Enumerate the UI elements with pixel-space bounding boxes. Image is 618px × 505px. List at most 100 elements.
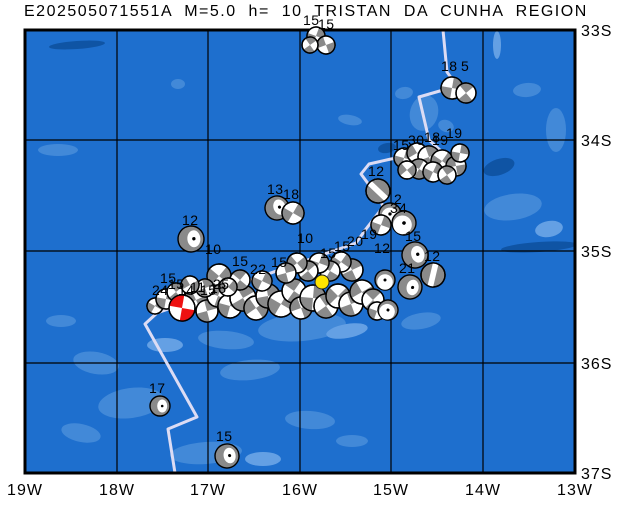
lon-axis-label: 14W (465, 482, 501, 499)
focal-mechanism-beachball (281, 201, 305, 225)
bathymetry-patch (61, 423, 101, 443)
focal-mechanism-beachball (377, 299, 399, 321)
focal-mechanism-beachball (301, 36, 319, 54)
lon-axis-label: 18W (99, 482, 135, 499)
bathymetry-patch (401, 312, 441, 330)
focal-mechanism-beachball (275, 262, 297, 284)
depth-label: 5 (461, 58, 469, 74)
bathymetry-patch (535, 220, 563, 238)
depth-label: 15 (216, 428, 233, 444)
focal-mechanism-beachball (365, 178, 391, 204)
depth-label: 10 (297, 230, 314, 246)
depth-label: 12 (424, 248, 441, 264)
lat-axis-label: 37S (581, 466, 612, 483)
focal-mechanism-beachball (374, 269, 396, 291)
lat-axis-label: 33S (581, 23, 612, 40)
depth-label: 30 (408, 132, 425, 148)
lon-axis-label: 15W (373, 482, 409, 499)
lat-axis-label: 35S (581, 244, 612, 261)
bathymetry-patch (483, 157, 515, 177)
depth-label: 12 (368, 163, 385, 179)
focal-mechanism-beachball (149, 395, 171, 417)
focal-mechanism-beachball (401, 241, 429, 269)
depth-label: 19 (432, 132, 449, 148)
bathymetry-patch (198, 330, 254, 350)
depth-label: 12 (182, 212, 199, 228)
depth-label: 3 (390, 200, 398, 216)
focal-mechanism-beachball (214, 443, 240, 469)
depth-label: 15 (232, 253, 249, 269)
depth-label: 12 (374, 240, 391, 256)
depth-label: 18 (441, 58, 458, 74)
lon-axis-label: 16W (282, 482, 318, 499)
bathymetry-patch (38, 144, 78, 156)
depth-label: 20 (347, 233, 364, 249)
epicenter-marker (314, 274, 330, 290)
depth-label: 25 (213, 276, 230, 292)
depth-label: 14 (178, 282, 195, 298)
focal-mechanism-beachball (437, 165, 457, 185)
bathymetry-patch (326, 323, 368, 339)
lat-axis-label: 34S (581, 133, 612, 150)
depth-label: 18 (210, 280, 227, 296)
depth-label: 24 (152, 282, 169, 298)
depth-label: 15 (334, 238, 351, 254)
focal-mechanism-beachball (450, 143, 470, 163)
depth-label: 15 (200, 282, 217, 298)
focal-mechanism-beachball (168, 294, 196, 322)
bathymetry-patch (49, 40, 105, 50)
focal-mechanism-beachball (195, 278, 215, 298)
depth-label: 15 (405, 228, 422, 244)
bathymetry-patch (220, 359, 280, 381)
depth-label: 15 (320, 245, 337, 261)
depth-label: 21 (399, 260, 416, 276)
lat-axis-label: 36S (581, 356, 612, 373)
depth-label: 18 (283, 186, 300, 202)
focal-mechanism-beachball (177, 225, 205, 253)
focal-mechanism-beachball (180, 275, 200, 295)
depth-label: 15 (168, 276, 185, 292)
bathymetry-patch (484, 193, 542, 221)
depth-label: 22 (250, 261, 267, 277)
focal-mechanism-beachball (455, 82, 477, 104)
bathymetry-patch (336, 435, 368, 447)
depth-label: 15 (271, 254, 288, 270)
depth-label: 19 (446, 125, 463, 141)
focal-mechanism-beachball (391, 210, 417, 236)
depth-label: 15 (160, 270, 177, 286)
page-title: E202505071551A M=5.0 h= 10 TRISTAN DA CU… (24, 3, 588, 20)
bathymetry-patch (338, 114, 362, 126)
focal-mechanism-beachball (397, 160, 417, 180)
bathymetry-patch (245, 452, 281, 466)
bathymetry-patch (438, 119, 454, 133)
depth-label: 15 (318, 16, 335, 32)
lon-axis-label: 17W (190, 482, 226, 499)
bathymetry-patch (258, 312, 346, 342)
depth-label: 17 (149, 380, 166, 396)
focal-mechanism-beachball (218, 277, 238, 297)
depth-label: 19 (361, 226, 378, 242)
map-frame (23, 28, 577, 475)
bathymetry-patch (46, 315, 76, 327)
depth-label: 2 (394, 191, 402, 207)
focal-mechanism-beachball (420, 261, 446, 289)
depth-label: 10 (205, 241, 222, 257)
bathymetry-patch (513, 82, 541, 98)
bathymetry-patch (285, 410, 335, 430)
depth-label: 11 (190, 279, 206, 295)
depth-label: 13 (267, 181, 284, 197)
focal-mechanism-beachball (316, 35, 336, 55)
lon-axis-label: 13W (557, 482, 593, 499)
bathymetry-patch (98, 387, 164, 419)
depth-label: 15 (393, 137, 410, 153)
depth-label: 18 (424, 129, 441, 145)
bathymetry-patch (171, 79, 185, 89)
depth-label: 15 (303, 12, 320, 28)
focal-mechanism-beachball (397, 274, 423, 300)
bathymetry-patch (395, 86, 413, 100)
bathymetry-patch (546, 108, 566, 152)
focal-mechanism-beachball (251, 270, 273, 292)
bathymetry-patch (501, 241, 575, 253)
depth-label: 4 (399, 200, 407, 216)
